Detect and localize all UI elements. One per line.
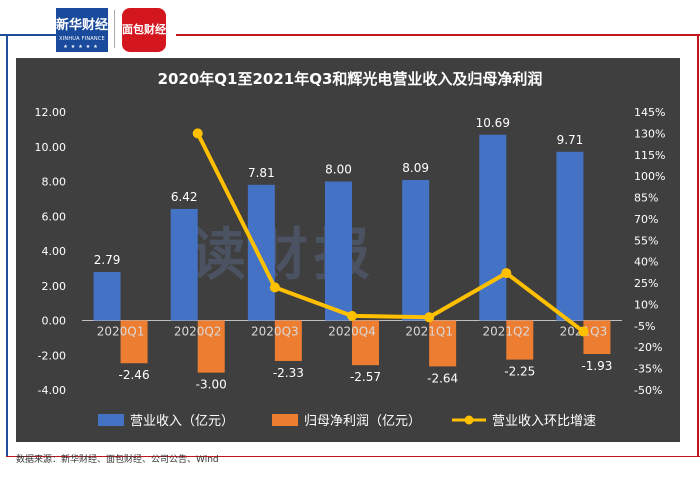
revenue-data-label: 8.00	[325, 163, 352, 177]
revenue-data-label: 10.69	[476, 116, 510, 130]
legend-swatch-net-profit	[272, 414, 298, 426]
right-axis-tick: -50%	[634, 384, 662, 397]
net-profit-bar	[429, 320, 457, 367]
data-source: 数据来源：新华财经、面包财经、公司公告、Wind	[16, 455, 219, 465]
left-axis-tick: 0.00	[42, 315, 67, 328]
right-axis-tick: 40%	[634, 256, 658, 269]
growth-point	[192, 128, 203, 139]
legend-label-revenue: 营业收入（亿元）	[130, 414, 234, 429]
left-axis-tick: 8.00	[42, 176, 67, 189]
revenue-bar	[93, 272, 121, 321]
left-axis-tick: 12.00	[35, 106, 67, 119]
right-axis-tick: -20%	[634, 341, 662, 354]
legend-label-growth: 营业收入环比增速	[492, 414, 596, 429]
growth-point	[501, 268, 512, 279]
category-label: 2021Q2	[482, 325, 530, 339]
revenue-bar	[402, 179, 430, 321]
revenue-bar	[325, 181, 352, 321]
xinhua-logo-en: XINHUA FINANCE	[59, 36, 105, 42]
right-axis-tick: -5%	[634, 320, 655, 333]
legend-swatch-revenue	[98, 414, 124, 426]
revenue-bar	[170, 208, 198, 321]
net-profit-data-label: -2.57	[350, 370, 381, 384]
legend-marker-growth	[464, 415, 474, 425]
frame-right	[697, 36, 699, 456]
category-label: 2020Q3	[251, 325, 299, 339]
frame-left	[6, 36, 8, 456]
category-label: 2020Q2	[174, 325, 222, 339]
net-profit-data-label: -2.46	[119, 368, 150, 382]
growth-line	[195, 132, 585, 334]
left-axis-tick: -4.00	[38, 384, 66, 397]
xinhua-finance-logo: 新华财经 XINHUA FINANCE ★★★★★	[56, 8, 108, 52]
right-axis-tick: 85%	[634, 192, 658, 205]
right-axis-tick: 145%	[634, 106, 665, 119]
right-axis-tick: 10%	[634, 298, 658, 311]
category-label: 2020Q1	[97, 325, 145, 339]
logo-separator	[114, 10, 115, 48]
right-axis-tick: 115%	[634, 149, 665, 162]
net-profit-bar	[352, 320, 379, 366]
revenue-data-label: 9.71	[557, 133, 584, 147]
net-profit-data-label: -3.00	[196, 378, 227, 392]
left-axis-tick: 6.00	[42, 210, 67, 223]
revenue-bar	[479, 134, 507, 321]
revenue-bar	[556, 151, 584, 321]
net-profit-bar	[120, 320, 148, 364]
left-axis-tick: 10.00	[35, 141, 67, 154]
xinhua-logo-cn: 新华财经	[56, 18, 109, 33]
mianbao-finance-logo: 面包财经	[122, 8, 166, 52]
top-rule-blue	[0, 34, 56, 36]
chart-title: 2020年Q1至2021年Q3和辉光电营业收入及归母净利润	[158, 70, 543, 88]
growth-point	[269, 282, 280, 293]
right-axis-tick: 55%	[634, 234, 658, 247]
revenue-data-label: 8.09	[402, 161, 429, 175]
growth-point	[347, 310, 357, 321]
net-profit-bar	[506, 320, 534, 360]
xinhua-logo-stars: ★★★★★	[63, 44, 101, 50]
net-profit-bar	[197, 320, 225, 373]
net-profit-data-label: -2.25	[504, 365, 535, 379]
left-axis-tick: 4.00	[42, 245, 67, 258]
left-axis-tick: -2.00	[38, 349, 66, 362]
category-label: 2021Q1	[405, 325, 453, 339]
right-axis-tick: -35%	[634, 363, 662, 376]
growth-point	[578, 326, 589, 337]
revenue-bar	[247, 184, 275, 321]
right-axis-tick: 100%	[634, 170, 665, 183]
frame-bottom	[6, 456, 700, 457]
net-profit-bar	[274, 320, 302, 361]
revenue-data-label: 7.81	[248, 166, 275, 180]
right-axis-tick: 130%	[634, 127, 665, 140]
net-profit-bar	[583, 320, 611, 355]
revenue-data-label: 6.42	[171, 190, 198, 204]
right-axis-tick: 25%	[634, 277, 658, 290]
growth-point	[424, 312, 435, 323]
net-profit-data-label: -2.64	[427, 371, 458, 385]
left-axis-tick: 2.00	[42, 280, 67, 293]
top-rule-red	[176, 34, 700, 36]
category-label: 2020Q4	[328, 325, 376, 339]
legend-label-net-profit: 归母净利润（亿元）	[304, 414, 421, 429]
net-profit-data-label: -1.93	[581, 359, 612, 373]
revenue-data-label: 2.79	[94, 253, 121, 267]
net-profit-data-label: -2.33	[273, 366, 304, 380]
right-axis-tick: 70%	[634, 213, 658, 226]
